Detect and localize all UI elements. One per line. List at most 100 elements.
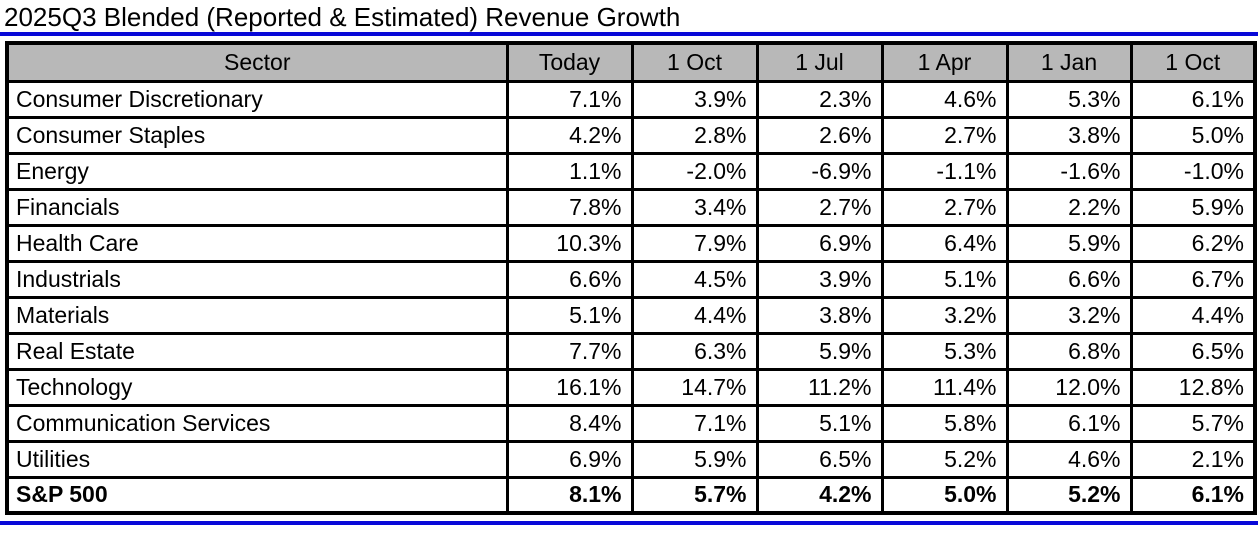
- bottom-rule: [0, 521, 1258, 525]
- value-cell: 6.1%: [1005, 403, 1133, 443]
- value-cell: 3.9%: [630, 79, 759, 119]
- table-body: Consumer Discretionary 7.1% 3.9% 2.3% 4.6% 5.…: [5, 79, 1257, 515]
- col-header-date: 1 Oct: [630, 41, 759, 83]
- sector-cell: Energy: [5, 151, 509, 191]
- value-cell: 5.8%: [880, 403, 1009, 443]
- value-cell: 1.1%: [505, 151, 634, 191]
- value-cell: 11.4%: [880, 367, 1009, 407]
- value-cell: 3.8%: [1005, 115, 1133, 155]
- value-cell: 5.0%: [880, 475, 1009, 515]
- value-cell: 5.3%: [880, 331, 1009, 371]
- sector-cell: Consumer Discretionary: [5, 79, 509, 119]
- page-title: 2025Q3 Blended (Reported & Estimated) Re…: [4, 2, 681, 32]
- title-underline-rule: [0, 32, 1258, 36]
- value-cell: 16.1%: [505, 367, 634, 407]
- value-cell: 4.4%: [630, 295, 759, 335]
- value-cell: 4.2%: [505, 115, 634, 155]
- value-cell: 3.2%: [1005, 295, 1133, 335]
- value-cell: -1.0%: [1129, 151, 1257, 191]
- table-row: Consumer Discretionary 7.1% 3.9% 2.3% 4.6% 5.…: [5, 79, 1257, 119]
- value-cell: 6.6%: [1005, 259, 1133, 299]
- revenue-growth-table: Sector Today 1 Oct 1 Jul 1 Apr 1 Jan 1 Oct Con…: [5, 41, 1257, 515]
- value-cell: 11.2%: [755, 367, 884, 407]
- sector-cell: S&P 500: [5, 475, 509, 515]
- value-cell: 7.7%: [505, 331, 634, 371]
- value-cell: 12.0%: [1005, 367, 1133, 407]
- value-cell: 6.9%: [755, 223, 884, 263]
- table-row: Utilities 6.9% 5.9% 6.5% 5.2% 4.6% 2.1%: [5, 439, 1257, 479]
- value-cell: -1.1%: [880, 151, 1009, 191]
- value-cell: 2.2%: [1005, 187, 1133, 227]
- value-cell: 2.7%: [880, 187, 1009, 227]
- value-cell: 6.5%: [755, 439, 884, 479]
- value-cell: 5.9%: [1129, 187, 1257, 227]
- col-header-date: Today: [505, 41, 634, 83]
- value-cell: 6.6%: [505, 259, 634, 299]
- col-header-sector: Sector: [5, 41, 509, 83]
- value-cell: 6.1%: [1129, 475, 1257, 515]
- table-row: Energy 1.1% -2.0% -6.9% -1.1% -1.6% -1.0%: [5, 151, 1257, 191]
- col-header-date: 1 Jan: [1005, 41, 1133, 83]
- sector-cell: Communication Services: [5, 403, 509, 443]
- value-cell: 2.1%: [1129, 439, 1257, 479]
- value-cell: 4.6%: [880, 79, 1009, 119]
- table-row: Materials 5.1% 4.4% 3.8% 3.2% 3.2% 4.4%: [5, 295, 1257, 335]
- sector-cell: Real Estate: [5, 331, 509, 371]
- value-cell: 12.8%: [1129, 367, 1257, 407]
- value-cell: 5.9%: [1005, 223, 1133, 263]
- value-cell: 4.5%: [630, 259, 759, 299]
- value-cell: 5.0%: [1129, 115, 1257, 155]
- col-header-date: 1 Apr: [880, 41, 1009, 83]
- value-cell: -2.0%: [630, 151, 759, 191]
- table-row: Consumer Staples 4.2% 2.8% 2.6% 2.7% 3.8% 5.0%: [5, 115, 1257, 155]
- sector-cell: Consumer Staples: [5, 115, 509, 155]
- value-cell: 3.8%: [755, 295, 884, 335]
- value-cell: 5.1%: [505, 295, 634, 335]
- sector-cell: Industrials: [5, 259, 509, 299]
- value-cell: 5.3%: [1005, 79, 1133, 119]
- col-header-date: 1 Jul: [755, 41, 884, 83]
- sector-cell: Financials: [5, 187, 509, 227]
- value-cell: 4.6%: [1005, 439, 1133, 479]
- value-cell: 6.9%: [505, 439, 634, 479]
- value-cell: 7.9%: [630, 223, 759, 263]
- sector-cell: Materials: [5, 295, 509, 335]
- value-cell: -6.9%: [755, 151, 884, 191]
- table-row-sp500-total: S&P 500 8.1% 5.7% 4.2% 5.0% 5.2% 6.1%: [5, 475, 1257, 515]
- value-cell: 6.1%: [1129, 79, 1257, 119]
- value-cell: 6.2%: [1129, 223, 1257, 263]
- value-cell: 6.5%: [1129, 331, 1257, 371]
- value-cell: 5.2%: [880, 439, 1009, 479]
- col-header-date: 1 Oct: [1129, 41, 1257, 83]
- value-cell: 5.9%: [755, 331, 884, 371]
- table-row: Technology 16.1% 14.7% 11.2% 11.4% 12.0% 12.8%: [5, 367, 1257, 407]
- value-cell: 5.2%: [1005, 475, 1133, 515]
- value-cell: 2.6%: [755, 115, 884, 155]
- value-cell: 5.7%: [630, 475, 759, 515]
- value-cell: 7.1%: [505, 79, 634, 119]
- table-row: Communication Services 8.4% 7.1% 5.1% 5.8% 6.…: [5, 403, 1257, 443]
- value-cell: 5.1%: [880, 259, 1009, 299]
- value-cell: 4.4%: [1129, 295, 1257, 335]
- value-cell: 7.8%: [505, 187, 634, 227]
- header-row: Sector Today 1 Oct 1 Jul 1 Apr 1 Jan 1 Oct: [5, 41, 1257, 83]
- value-cell: 14.7%: [630, 367, 759, 407]
- value-cell: 6.3%: [630, 331, 759, 371]
- table-row: Industrials 6.6% 4.5% 3.9% 5.1% 6.6% 6.7%: [5, 259, 1257, 299]
- value-cell: 3.2%: [880, 295, 1009, 335]
- value-cell: 3.4%: [630, 187, 759, 227]
- value-cell: 5.7%: [1129, 403, 1257, 443]
- value-cell: 8.1%: [505, 475, 634, 515]
- value-cell: 5.1%: [755, 403, 884, 443]
- value-cell: 5.9%: [630, 439, 759, 479]
- value-cell: -1.6%: [1005, 151, 1133, 191]
- table-row: Real Estate 7.7% 6.3% 5.9% 5.3% 6.8% 6.5%: [5, 331, 1257, 371]
- value-cell: 2.7%: [755, 187, 884, 227]
- value-cell: 2.3%: [755, 79, 884, 119]
- value-cell: 10.3%: [505, 223, 634, 263]
- value-cell: 2.7%: [880, 115, 1009, 155]
- value-cell: 6.7%: [1129, 259, 1257, 299]
- sector-cell: Utilities: [5, 439, 509, 479]
- value-cell: 3.9%: [755, 259, 884, 299]
- value-cell: 6.8%: [1005, 331, 1133, 371]
